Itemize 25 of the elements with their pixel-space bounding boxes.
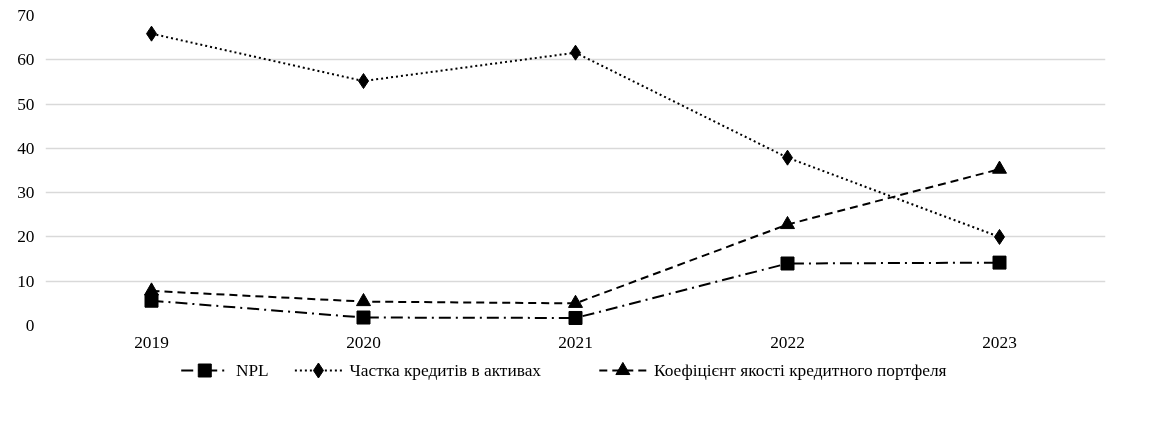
y-tick-label: 20 xyxy=(17,227,35,247)
y-tick-label: 0 xyxy=(25,316,35,335)
y-tick-label: 50 xyxy=(17,94,35,114)
x-tick-label: 2022 xyxy=(770,332,805,352)
legend-label: Частка кредитів в активах xyxy=(349,361,542,380)
y-tick-label: 70 xyxy=(17,6,35,25)
x-tick-label: 2020 xyxy=(346,332,381,352)
y-tick-label: 40 xyxy=(17,138,35,158)
y-tick-label: 60 xyxy=(17,50,35,70)
point xyxy=(992,160,1007,174)
legend-label: NPL xyxy=(235,361,269,380)
y-tick-label: 10 xyxy=(17,271,35,291)
x-tick-label: 2021 xyxy=(558,332,593,352)
point xyxy=(780,256,795,271)
point xyxy=(568,294,583,308)
point xyxy=(356,310,371,325)
legend-label: Коефіцієнт якості кредитного портфеля xyxy=(653,361,947,380)
x-tick-label: 2019 xyxy=(134,332,169,352)
y-tick-label: 30 xyxy=(17,183,35,203)
point xyxy=(568,310,583,325)
point xyxy=(780,215,795,230)
x-tick-label: 2023 xyxy=(982,332,1017,352)
point xyxy=(144,282,159,296)
point xyxy=(992,255,1007,270)
point xyxy=(356,293,371,307)
